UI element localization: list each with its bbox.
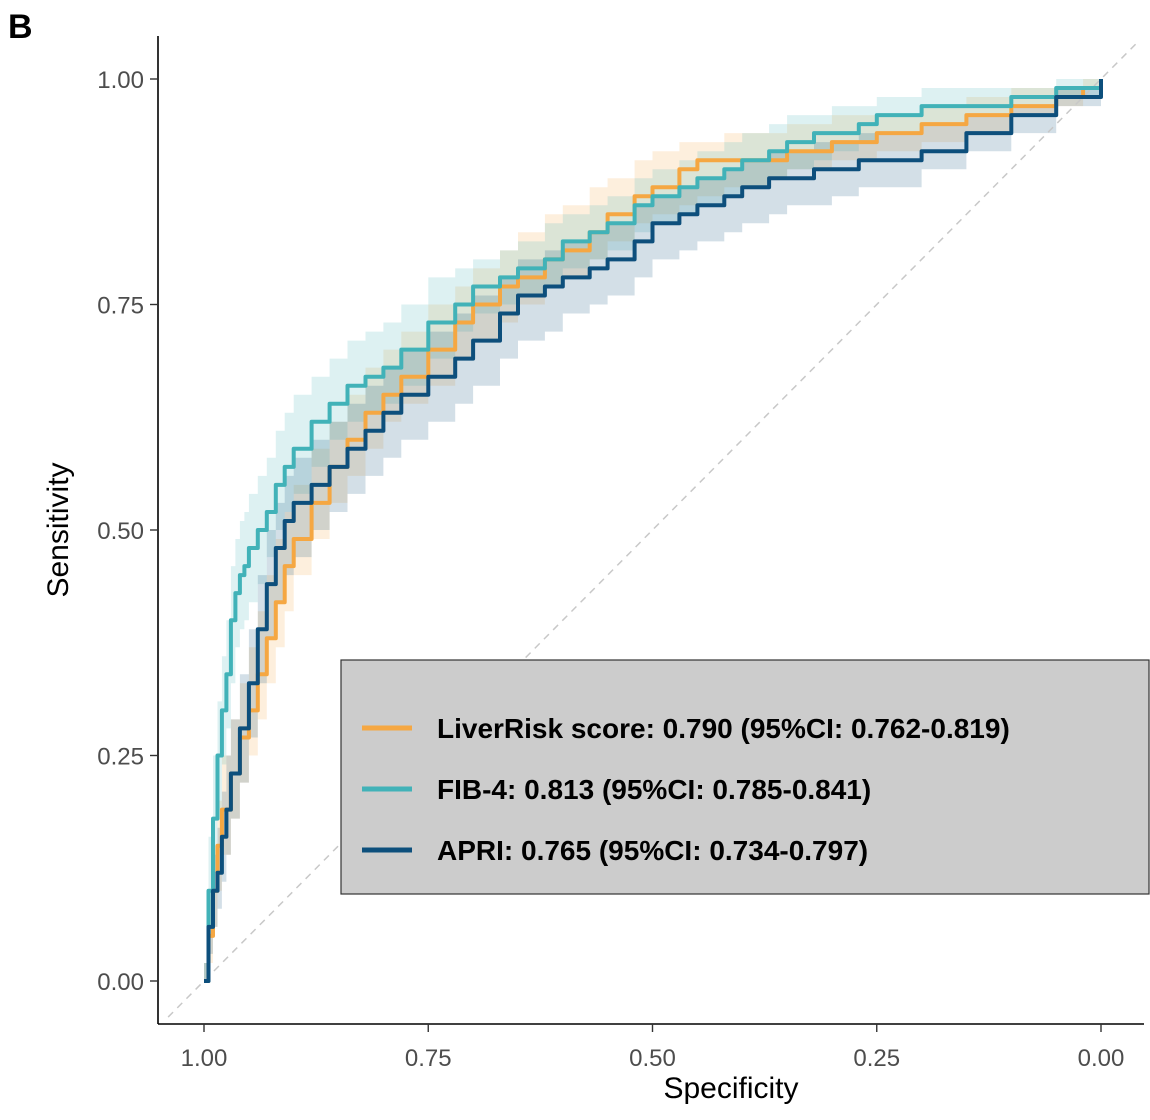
y-axis-title: Sensitivity <box>42 462 75 597</box>
legend-label-1: FIB-4: 0.813 (95%CI: 0.785-0.841) <box>437 774 871 805</box>
x-tick-label-1: 0.75 <box>405 1045 452 1072</box>
legend-label-2: APRI: 0.765 (95%CI: 0.734-0.797) <box>437 835 868 866</box>
x-tick-label-4: 0.00 <box>1078 1045 1125 1072</box>
y-tick-label-1: 0.25 <box>97 744 144 771</box>
axes: 1.00 0.75 0.50 0.25 0.00 0.000.250.500.751.0… <box>42 36 1144 1105</box>
roc-curve-1 <box>204 79 1103 983</box>
x-tick-label-2: 0.50 <box>629 1045 676 1072</box>
y-axis-ticks: 0.00 0.25 0.50 0.75 1.00 <box>97 67 158 996</box>
y-tick-label-2: 0.50 <box>97 518 144 545</box>
y-tick-label-4: 1.00 <box>97 67 144 94</box>
legend-label-0: LiverRisk score: 0.790 (95%CI: 0.762-0.8… <box>437 713 1010 744</box>
x-tick-label-3: 0.25 <box>853 1045 900 1072</box>
confidence-bands <box>204 79 1101 981</box>
y-tick-label-0: 0.00 <box>97 969 144 996</box>
roc-curves <box>204 79 1103 983</box>
legend: LiverRisk score: 0.790 (95%CI: 0.762-0.8… <box>340 659 1150 895</box>
reference-diagonal-line <box>167 42 1138 1018</box>
x-axis-title: Specificity <box>663 1072 798 1105</box>
ci-band-1 <box>204 79 1101 981</box>
legend-box <box>340 659 1150 895</box>
roc-curve-2 <box>204 79 1103 983</box>
y-tick-label-3: 0.75 <box>97 293 144 320</box>
x-axis-ticks: 1.00 0.75 0.50 0.25 0.00 <box>181 1024 1125 1072</box>
reference-line-layer <box>167 42 1138 1018</box>
legend-items: LiverRisk score: 0.790 (95%CI: 0.762-0.8… <box>362 713 1010 866</box>
x-tick-label-0: 1.00 <box>181 1045 228 1072</box>
panel-label: B <box>8 8 33 46</box>
ci-band-2 <box>204 79 1101 981</box>
